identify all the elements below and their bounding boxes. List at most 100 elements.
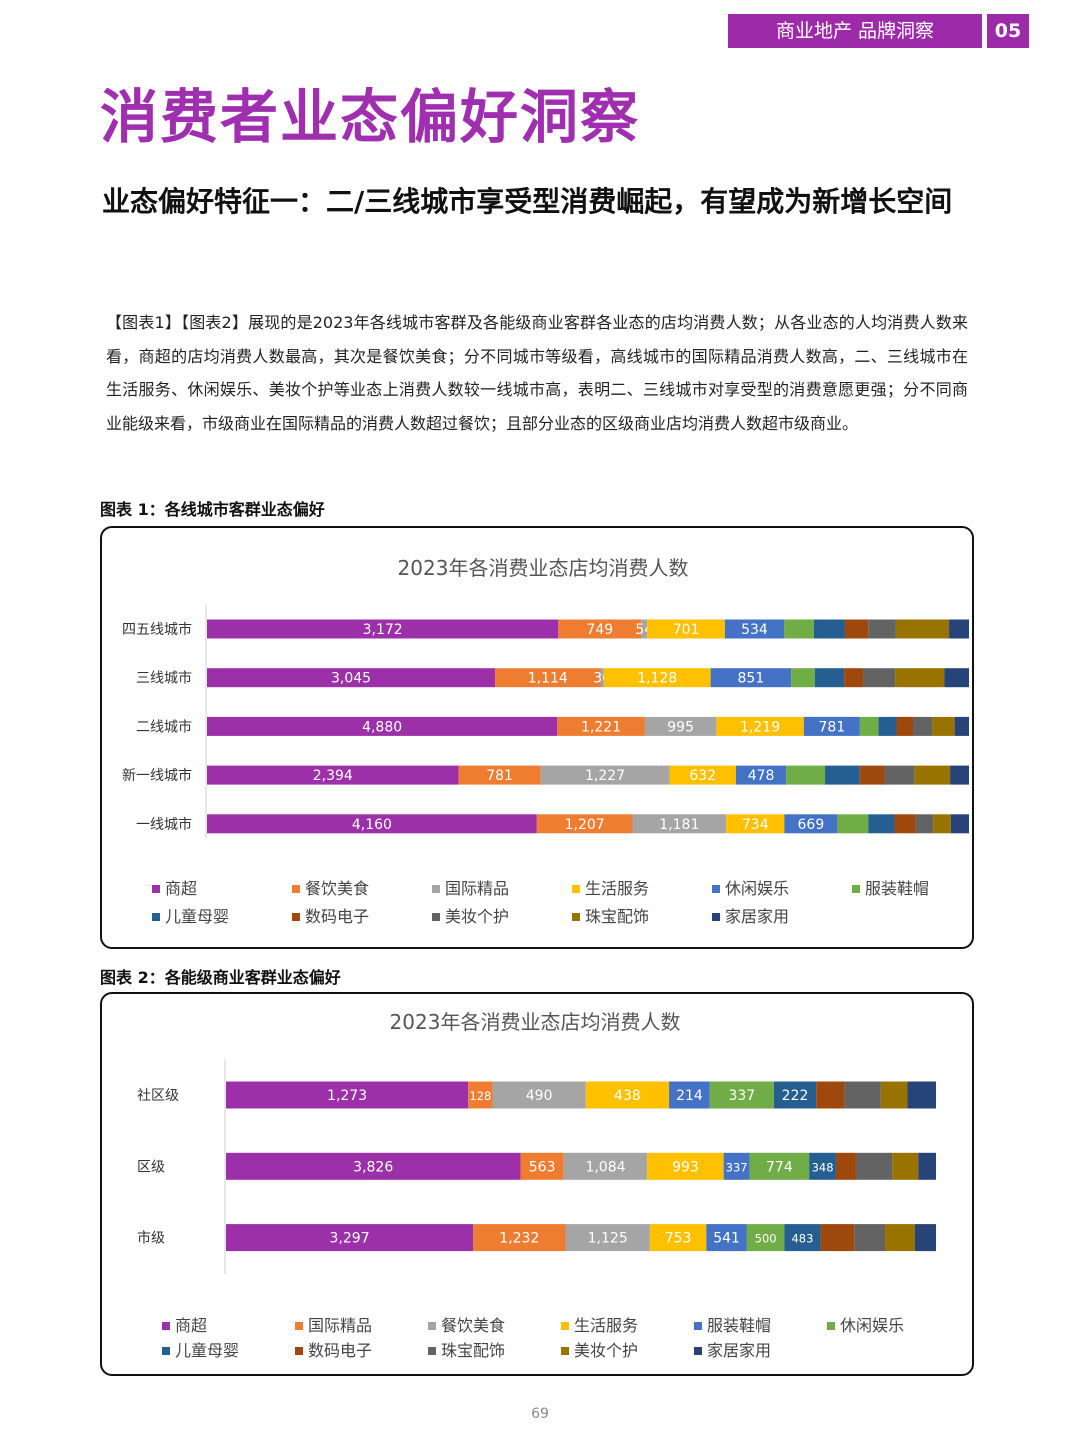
chart2-bar-segment (820, 1224, 855, 1252)
chart2-data-label: 500 (755, 1232, 777, 1246)
chart1-bar-segment (932, 716, 955, 736)
chart2-legend-label: 休闲娱乐 (840, 1316, 904, 1335)
chart1-bar-segment (600, 668, 604, 688)
chart1-data-label: 851 (738, 671, 765, 687)
chart1-bar-segment (557, 716, 645, 736)
chart1-legend-swatch (432, 885, 440, 893)
chart2-data-label: 128 (469, 1089, 491, 1103)
chart2-title: 2023年各消费业态店均消费人数 (390, 1010, 681, 1034)
chart2-data-label: 337 (726, 1160, 748, 1174)
chart1-bar-segment (825, 765, 860, 785)
chart2-data-label: 1,084 (585, 1159, 625, 1175)
chart2-legend-swatch (561, 1322, 569, 1330)
chart2-data-label: 563 (529, 1159, 556, 1175)
chart1-bar-segment (207, 619, 559, 639)
chart1-bar-segment (954, 716, 969, 736)
chart1-data-label: 1,219 (740, 719, 780, 735)
chart2-data-label: 3,826 (353, 1159, 393, 1175)
chart2-bar-segment (226, 1224, 474, 1252)
chart2-bar-segment (746, 1224, 785, 1252)
chart1-data-label: 1,207 (565, 817, 605, 833)
chart2-category-label: 区级 (137, 1159, 165, 1175)
chart2-bar-segment (585, 1081, 670, 1109)
chart2-bar-segment (880, 1081, 908, 1109)
chart1-bar-segment (784, 619, 814, 639)
chart2-data-label: 490 (526, 1088, 553, 1104)
chart1-data-label: 1,114 (528, 671, 568, 687)
chart2-legend-label: 服装鞋帽 (707, 1316, 771, 1335)
chart1-data-label: 781 (486, 768, 513, 784)
chart2-bar-segment (492, 1081, 586, 1109)
chart1-legend-label: 珠宝配饰 (585, 907, 649, 926)
chart2-bar-segment (565, 1224, 650, 1252)
chart1-bar-segment (950, 765, 969, 785)
chart1-bar-segment (207, 814, 537, 834)
chart2-legend-swatch (162, 1347, 170, 1355)
chart1-legend-swatch (852, 885, 860, 893)
chart2-bar-segment (669, 1081, 710, 1109)
chart2-data-label: 1,125 (588, 1231, 628, 1247)
chart1-data-label: 701 (673, 622, 700, 638)
chart2-legend-swatch (827, 1322, 835, 1330)
chart2-data-label: 337 (728, 1088, 755, 1104)
chart1-legend-label: 服装鞋帽 (865, 879, 929, 898)
chart1-bar-segment (710, 668, 792, 688)
chart1-bar-segment (647, 619, 725, 639)
chart1-bar-segment (803, 716, 860, 736)
chart2-data-label: 993 (672, 1159, 699, 1175)
chart2-bar-segment (915, 1224, 936, 1252)
chart1-bar-segment (207, 765, 459, 785)
chart2-bar-segment (749, 1152, 810, 1180)
chart2-legend-swatch (162, 1322, 170, 1330)
chart1-legend-label: 生活服务 (585, 879, 649, 898)
chart2-legend-label: 家居家用 (707, 1341, 771, 1360)
chart1-category-label: 三线城市 (136, 670, 192, 687)
chart2-bar-segment (844, 1081, 881, 1109)
chart2-bar-segment (649, 1224, 707, 1252)
figure2-label: 图表 2：各能级商业客群业态偏好 (100, 968, 341, 987)
chart1-legend-label: 餐饮美食 (305, 879, 369, 898)
chart1-bar-segment (884, 765, 915, 785)
chart1-data-label: 995 (667, 719, 694, 735)
chart2-category-label: 社区级 (137, 1088, 179, 1104)
chart1-bar-segment (207, 716, 558, 736)
chart1-data-label: 669 (798, 817, 825, 833)
chart1-bar-segment (495, 668, 601, 688)
chart2-bar-segment (885, 1224, 916, 1252)
chart2-bar-segment (468, 1081, 493, 1109)
section-number: 05 (987, 14, 1029, 48)
chart1-title: 2023年各消费业态店均消费人数 (398, 556, 689, 580)
chart2-legend-swatch (428, 1347, 436, 1355)
chart1-data-label: 1,181 (659, 817, 699, 833)
chart1-category-label: 新一线城市 (122, 767, 192, 784)
chart1-bar-segment (868, 814, 895, 834)
chart1-data-label: 3,045 (331, 671, 371, 687)
chart1-bar-segment (207, 668, 496, 688)
chart1-bar-segment (791, 668, 815, 688)
chart1-data-label: 632 (689, 768, 716, 784)
chart1-bar-segment (844, 619, 869, 639)
chart1-data-label: 4,880 (362, 719, 402, 735)
chart2-bar-segment (709, 1081, 774, 1109)
chart1-legend-swatch (292, 913, 300, 921)
chart1-bar-segment (735, 765, 787, 785)
chart1-legend-swatch (152, 913, 160, 921)
chart1-bar-segment (632, 814, 727, 834)
chart1-bar-segment (878, 716, 897, 736)
chart2-bar-segment (473, 1224, 566, 1252)
chart2-bar-segment (892, 1152, 919, 1180)
chart2-bar-segment (835, 1152, 856, 1180)
chart1-bar-segment (837, 814, 869, 834)
page-number: 69 (531, 1406, 549, 1422)
chart1-frame: 2023年各消费业态店均消费人数 四五线城市 3,172 749 54 701 534 三线城… (100, 526, 974, 949)
chart2-legend-swatch (561, 1347, 569, 1355)
chart1-legend-label: 休闲娱乐 (725, 879, 789, 898)
chart1-bar-segment (949, 619, 969, 639)
chart1-bar-segment (859, 716, 879, 736)
chart1-bar-segment (895, 619, 950, 639)
chart1-bar-segment (716, 716, 804, 736)
chart2-legend-label: 数码电子 (308, 1341, 372, 1360)
chart1-category-label: 一线城市 (136, 816, 192, 833)
chart2-data-label: 3,297 (330, 1231, 370, 1247)
